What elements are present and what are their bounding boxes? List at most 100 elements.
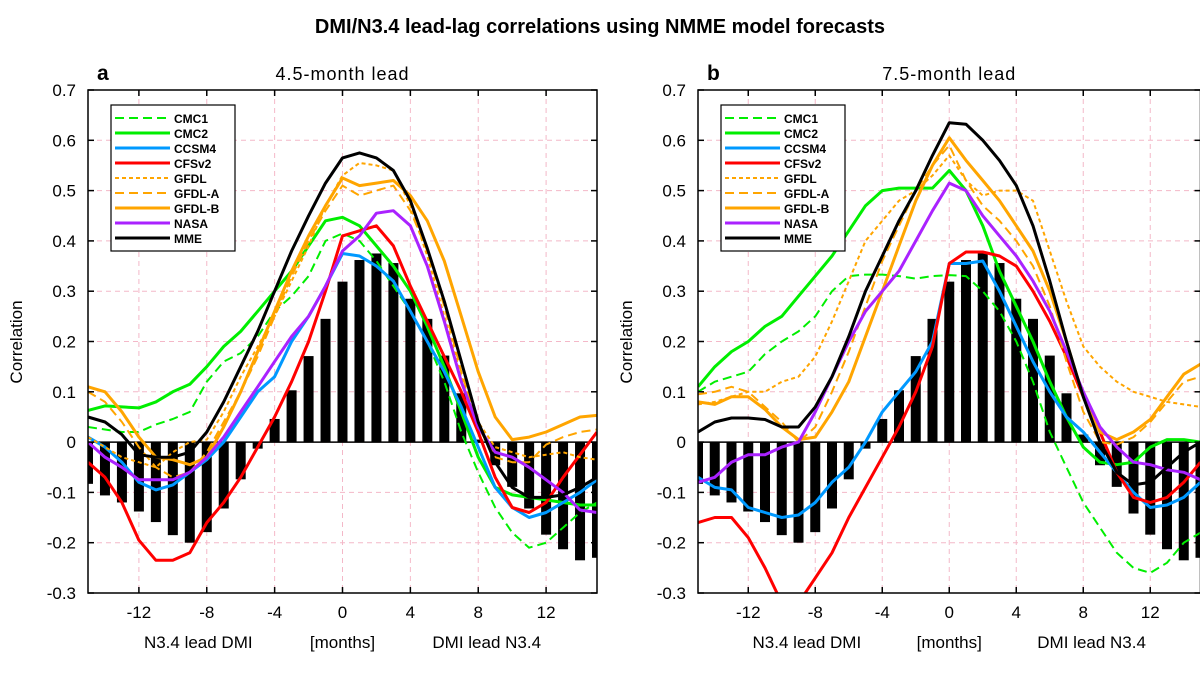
- x-tick-label: 0: [945, 603, 954, 622]
- bar: [235, 442, 246, 480]
- bar: [150, 442, 161, 523]
- y-tick-label: 0.4: [662, 232, 686, 251]
- y-tick-label: -0.2: [657, 534, 686, 553]
- series-line-cfsv2: [88, 224, 597, 562]
- bar: [1145, 442, 1156, 535]
- series-line-mme: [88, 151, 597, 499]
- x-tick-label: -8: [808, 603, 823, 622]
- series-line-nasa: [88, 209, 597, 514]
- bar: [286, 390, 297, 443]
- bar: [709, 442, 720, 496]
- bar: [910, 356, 921, 443]
- y-tick-label: -0.1: [47, 483, 76, 502]
- legend-label: GFDL-B: [174, 202, 220, 216]
- y-tick-label: 0.1: [662, 383, 686, 402]
- x-tick-label: -12: [736, 603, 761, 622]
- bar: [405, 298, 416, 443]
- bar: [541, 442, 552, 535]
- y-tick-label: 0: [677, 433, 686, 452]
- y-tick-label: -0.2: [47, 534, 76, 553]
- legend-label: GFDL-B: [784, 202, 830, 216]
- bar: [592, 442, 597, 558]
- x-tick-label: -4: [875, 603, 890, 622]
- y-tick-label: 0.5: [662, 182, 686, 201]
- panel-a: -0.3 -0.2 -0.1 0 0.1 0.2 0.3 0.4 0.5 0.6 0.7 -12 -8 -…: [7, 62, 598, 652]
- legend-label: CFSv2: [174, 157, 212, 171]
- legend-label: CMC2: [784, 127, 818, 141]
- x-tick-label: 0: [338, 603, 347, 622]
- bar: [810, 442, 821, 533]
- panel-label: b: [707, 62, 720, 85]
- bar: [1178, 442, 1189, 561]
- y-tick-label: -0.3: [47, 584, 76, 603]
- panel-subtitle: 7.5-month lead: [882, 64, 1016, 84]
- panel-label: a: [97, 62, 109, 85]
- bar: [726, 442, 737, 503]
- x-tick-label: -4: [267, 603, 282, 622]
- legend-label: CMC2: [174, 127, 208, 141]
- x-axis-label-center: [months]: [310, 633, 375, 652]
- legend: CMC1CMC2CCSM4CFSv2GFDLGFDL-AGFDL-BNASAMM…: [110, 104, 236, 252]
- y-tick-label: -0.3: [657, 584, 686, 603]
- panel-b: -0.3 -0.2 -0.1 0 0.1 0.2 0.3 0.4 0.5 0.6 0.7 -12 -8 -…: [617, 62, 1200, 652]
- bar: [961, 260, 971, 443]
- legend-label: CFSv2: [784, 157, 822, 171]
- bar: [698, 442, 703, 484]
- bar: [894, 390, 904, 443]
- legend-label: CMC1: [784, 112, 818, 126]
- y-tick-label: 0.2: [52, 333, 76, 352]
- y-tick-label: 0.7: [662, 81, 686, 100]
- bar: [422, 318, 433, 443]
- y-axis-label: Correlation: [7, 300, 26, 383]
- bar: [1195, 442, 1200, 558]
- x-tick-label: 4: [406, 603, 415, 622]
- y-tick-label: 0.3: [52, 282, 76, 301]
- legend-label: CCSM4: [174, 142, 216, 156]
- x-tick-label: -12: [127, 603, 152, 622]
- x-axis-label-left: N3.4 lead DMI: [753, 633, 862, 652]
- bar: [760, 442, 770, 523]
- bar: [473, 439, 484, 443]
- bar: [860, 442, 871, 449]
- bar: [218, 442, 229, 509]
- series-line-gfdl-b: [88, 176, 597, 467]
- series-line-gfdl-a: [698, 144, 1200, 446]
- bar: [1044, 355, 1055, 443]
- figure-title: DMI/N3.4 lead-lag correlations using NMM…: [314, 16, 886, 38]
- y-tick-label: 0.6: [662, 131, 686, 150]
- plot-area: [88, 151, 597, 562]
- x-tick-label: 12: [537, 603, 556, 622]
- bar: [994, 263, 1005, 443]
- y-tick-label: 0.2: [662, 333, 686, 352]
- bar: [1078, 434, 1089, 443]
- bar: [877, 418, 888, 443]
- bar: [184, 442, 195, 543]
- bar: [1128, 442, 1139, 514]
- series-line-gfdl-a: [88, 184, 597, 479]
- bar: [827, 442, 837, 509]
- legend-label: CCSM4: [784, 142, 826, 156]
- x-axis-label-right: DMI lead N3.4: [432, 633, 541, 652]
- x-tick-label: 8: [1079, 603, 1088, 622]
- legend: CMC1CMC2CCSM4CFSv2GFDLGFDL-AGFDL-BNASAMM…: [720, 104, 846, 252]
- bar: [1011, 298, 1022, 443]
- y-tick-label: 0.4: [52, 232, 76, 251]
- y-tick-label: 0: [67, 433, 76, 452]
- series-line-cmc1: [88, 232, 597, 549]
- bar: [507, 442, 518, 487]
- bar: [354, 260, 365, 443]
- legend-label: NASA: [784, 217, 818, 231]
- bar: [320, 318, 331, 443]
- y-tick-label: 0.5: [52, 182, 76, 201]
- bar: [167, 442, 178, 536]
- y-axis-label: Correlation: [617, 300, 636, 383]
- legend-label: GFDL: [174, 172, 207, 186]
- series-line-nasa: [698, 181, 1200, 484]
- legend-label: CMC1: [174, 112, 208, 126]
- bar: [337, 281, 348, 443]
- bar: [116, 442, 127, 503]
- series-line-cmc1: [698, 273, 1200, 574]
- y-tick-label: 0.3: [662, 282, 686, 301]
- bar: [843, 442, 854, 480]
- x-axis-label-center: [months]: [917, 633, 982, 652]
